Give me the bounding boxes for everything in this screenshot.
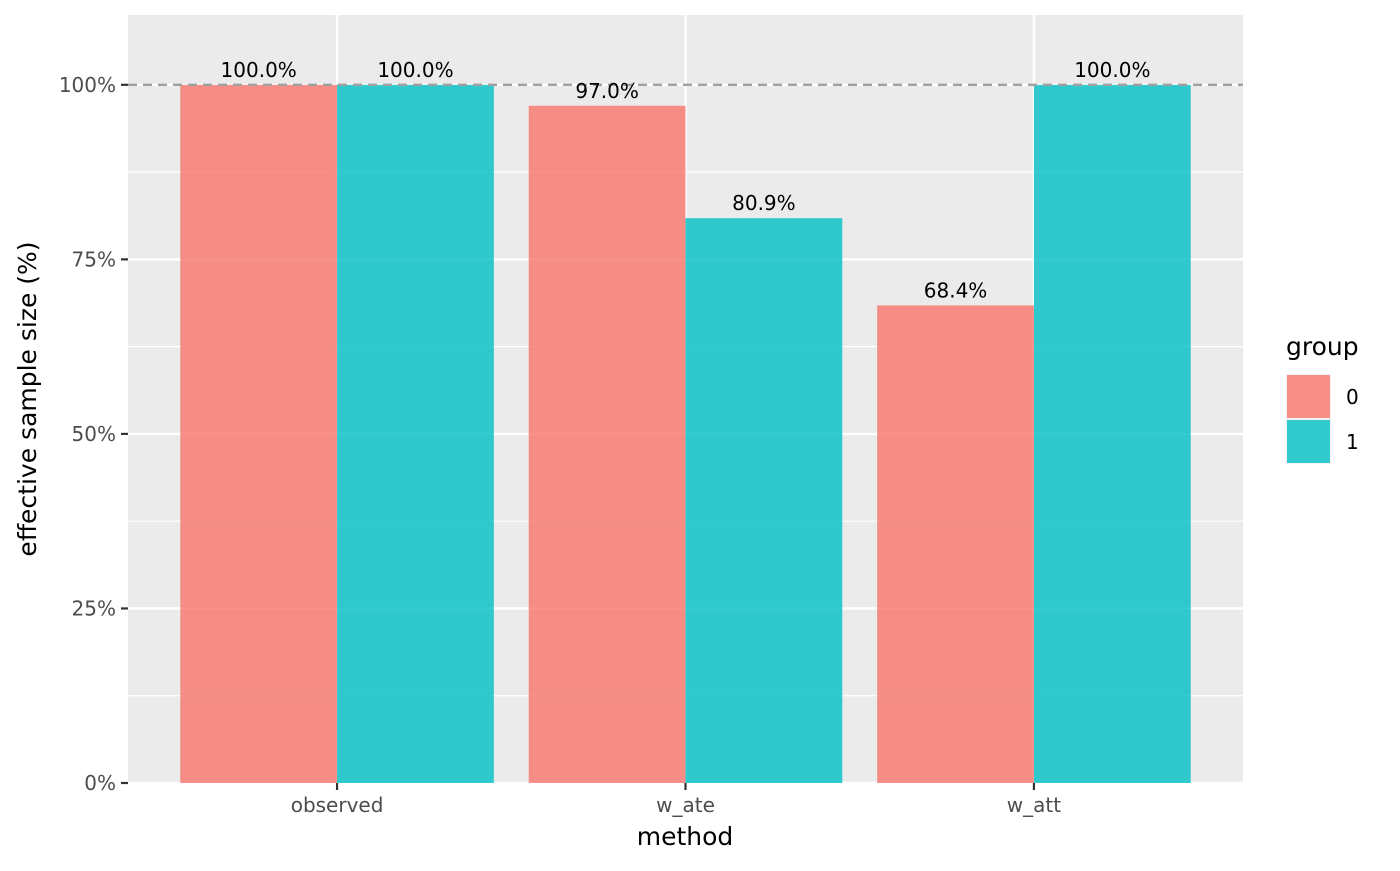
y-tick-label: 50%: [72, 422, 116, 446]
y-tick-label: 0%: [84, 771, 116, 795]
data-label: 68.4%: [924, 278, 988, 302]
legend-items: 01: [1286, 374, 1359, 464]
data-label: 100.0%: [377, 58, 453, 82]
x-tick-label: observed: [291, 793, 384, 817]
y-tick-label: 100%: [59, 73, 116, 97]
legend-label-0: 0: [1346, 385, 1359, 409]
legend-swatch-0: [1287, 375, 1330, 418]
bar-w_att-group-1: [1034, 85, 1191, 783]
data-label: 100.0%: [221, 58, 297, 82]
legend: group 01: [1286, 332, 1359, 464]
legend-title: group: [1286, 332, 1359, 361]
x-axis: observed w_ate w_att: [291, 783, 1062, 817]
y-tick-label: 75%: [72, 247, 116, 271]
bar-w_att-group-0: [877, 305, 1034, 783]
bars: [180, 85, 1190, 783]
data-label: 97.0%: [575, 79, 639, 103]
legend-label-1: 1: [1346, 430, 1359, 454]
y-axis: 0% 25% 50% 75% 100%: [59, 73, 128, 795]
data-label: 80.9%: [732, 191, 796, 215]
data-label: 100.0%: [1074, 58, 1150, 82]
legend-swatch-1: [1287, 420, 1330, 463]
y-tick-label: 25%: [72, 596, 116, 620]
bar-w_ate-group-0: [529, 106, 686, 783]
x-tick-label: w_att: [1007, 793, 1061, 817]
x-tick-label: w_ate: [656, 793, 715, 817]
bar-observed-group-0: [180, 85, 337, 783]
y-axis-title: effective sample size (%): [13, 241, 42, 556]
bar-w_ate-group-1: [686, 218, 843, 783]
bar-observed-group-1: [337, 85, 494, 783]
x-axis-title: method: [637, 822, 734, 851]
